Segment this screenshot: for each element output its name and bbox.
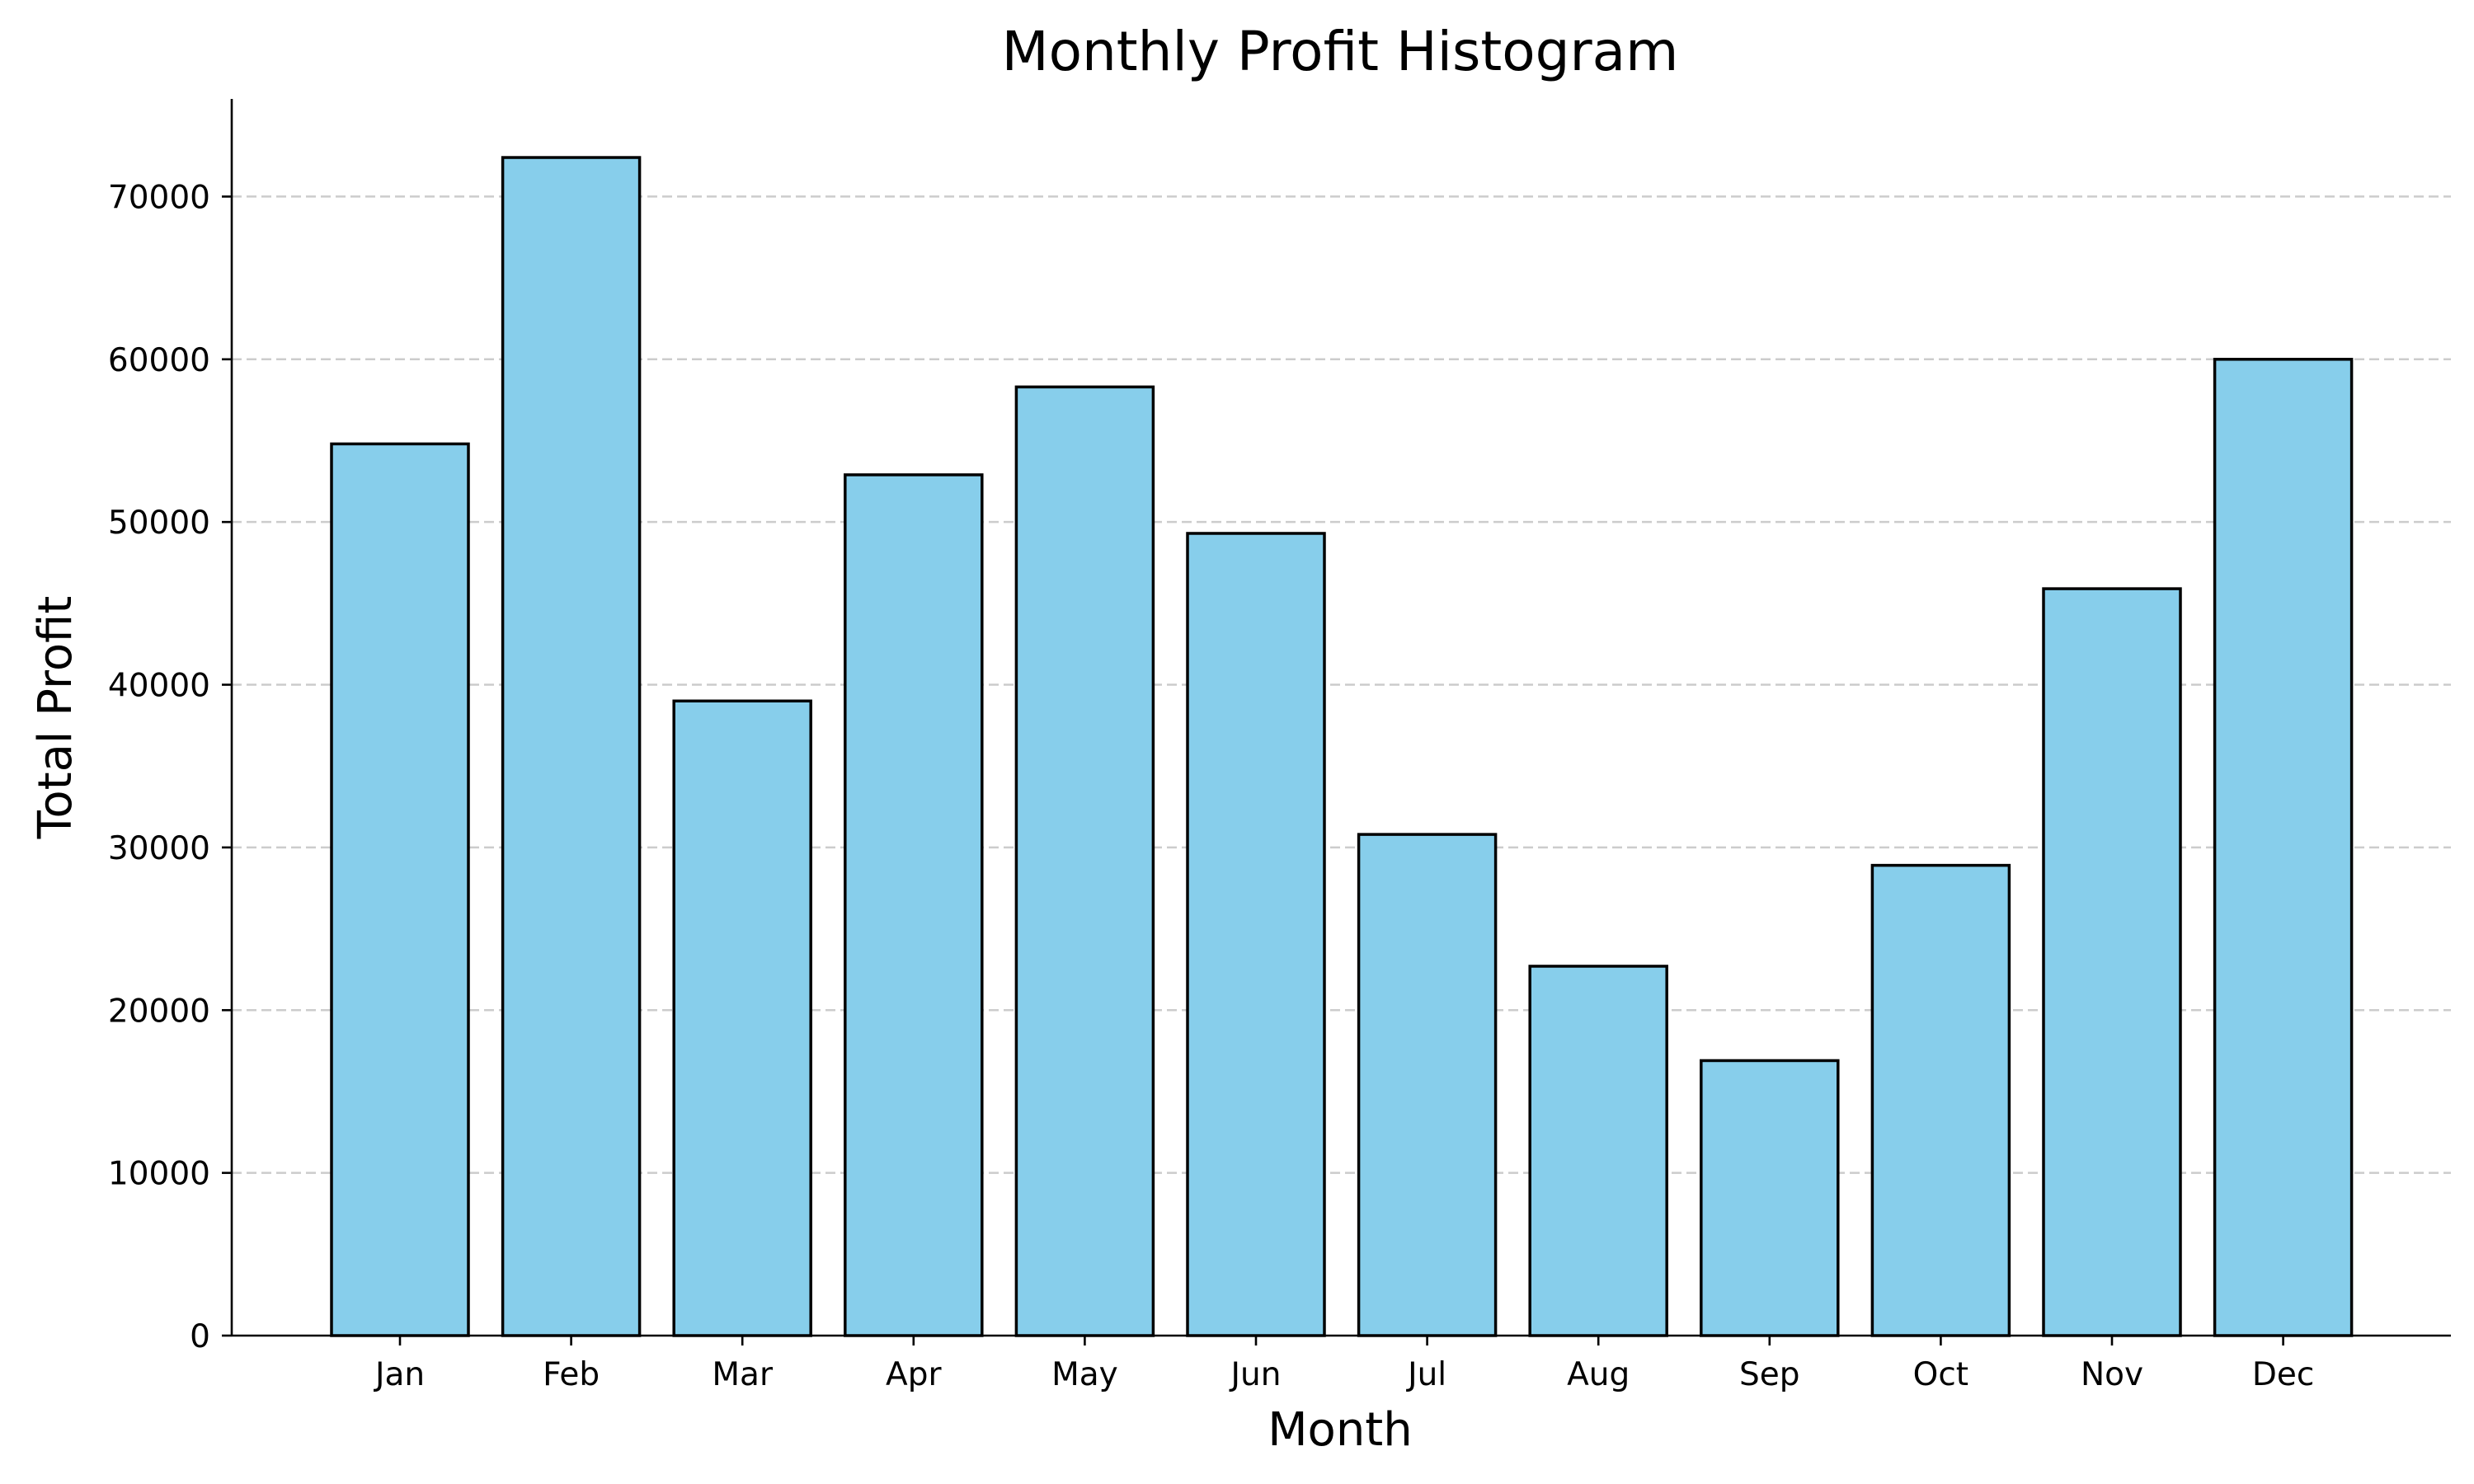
y-tick-label: 30000 xyxy=(108,830,210,867)
bar-sep xyxy=(1700,1059,1840,1337)
x-tick-label: Apr xyxy=(886,1356,942,1393)
x-tick-label: Dec xyxy=(2252,1356,2314,1393)
y-ticks: 0 10000 20000 30000 40000 50000 60000 70000 xyxy=(108,179,232,1355)
y-tick-label: 50000 xyxy=(108,505,210,542)
bar-jan xyxy=(330,442,470,1337)
x-tick-label: Jul xyxy=(1405,1356,1446,1393)
y-tick-label: 60000 xyxy=(108,342,210,379)
bar-mar xyxy=(672,699,812,1337)
x-ticks: Jan Feb Mar Apr May Jun Jul Aug Sep Oct Nov Dec xyxy=(373,1336,2314,1393)
bar-feb xyxy=(501,156,642,1337)
x-tick-label: May xyxy=(1051,1356,1118,1393)
x-tick-label: Oct xyxy=(1913,1356,1968,1393)
chart-title: Monthly Profit Histogram xyxy=(1002,20,1679,83)
y-tick-label: 0 xyxy=(190,1318,210,1355)
x-tick-label: Jun xyxy=(1229,1356,1282,1393)
x-tick-label: Sep xyxy=(1739,1356,1800,1393)
x-tick-label: Mar xyxy=(712,1356,774,1393)
bar-oct xyxy=(1870,863,2011,1337)
bar-jun xyxy=(1186,532,1326,1337)
bar-apr xyxy=(844,473,984,1337)
y-tick-label: 10000 xyxy=(108,1156,210,1193)
x-tick-label: Jan xyxy=(373,1356,425,1393)
bar-jul xyxy=(1357,833,1498,1337)
x-tick-label: Aug xyxy=(1567,1356,1630,1393)
x-tick-label: Nov xyxy=(2081,1356,2143,1393)
y-tick-label: 20000 xyxy=(108,993,210,1030)
y-tick-label: 70000 xyxy=(108,179,210,216)
bars xyxy=(330,156,2354,1337)
y-tick-label: 40000 xyxy=(108,668,210,705)
bar-dec xyxy=(2213,358,2354,1337)
bar-nov xyxy=(2042,587,2182,1337)
x-axis-label: Month xyxy=(1268,1403,1413,1457)
x-tick-label: Feb xyxy=(543,1356,600,1393)
bar-aug xyxy=(1528,965,1668,1337)
y-axis-label: Total Profit xyxy=(29,596,82,840)
bar-may xyxy=(1014,385,1155,1337)
